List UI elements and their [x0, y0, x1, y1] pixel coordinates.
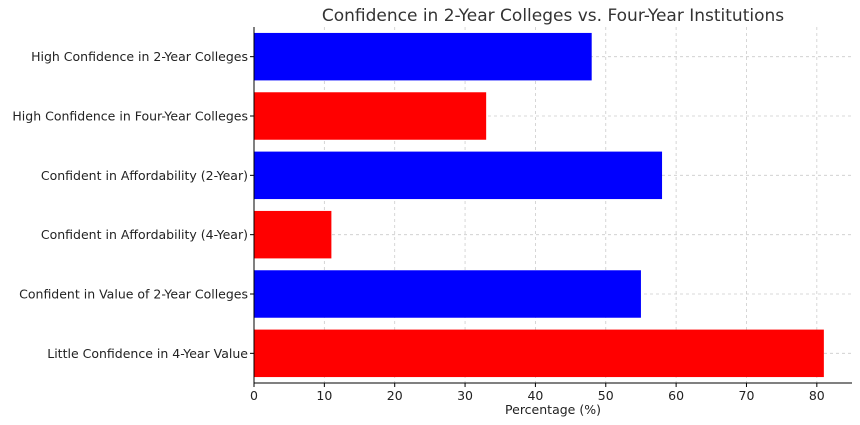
bar [254, 329, 824, 378]
x-tick-label: 50 [598, 388, 614, 403]
bar [254, 151, 663, 200]
x-tick-label: 80 [809, 388, 825, 403]
category-label: Confident in Affordability (4-Year) [41, 227, 248, 242]
category-label: High Confidence in Four-Year Colleges [12, 109, 248, 124]
category-label: Confident in Value of 2-Year Colleges [19, 287, 248, 302]
x-tick-label: 60 [668, 388, 684, 403]
category-label: Little Confidence in 4-Year Value [47, 346, 248, 361]
bar [254, 32, 592, 81]
x-tick-label: 40 [527, 388, 543, 403]
bars [254, 32, 824, 378]
x-ticks: 0 10 20 30 40 50 60 70 80 [250, 383, 825, 403]
x-tick-label: 20 [387, 388, 403, 403]
category-labels: High Confidence in 2-Year Colleges High C… [12, 49, 254, 361]
bar [254, 92, 487, 140]
x-tick-label: 70 [739, 388, 755, 403]
bar [254, 270, 641, 318]
category-label: High Confidence in 2-Year Colleges [31, 49, 248, 64]
grid-lines [253, 27, 852, 383]
x-tick-label: 10 [316, 388, 332, 403]
chart-title: Confidence in 2-Year Colleges vs. Four-Y… [322, 6, 784, 26]
x-tick-label: 0 [250, 388, 258, 403]
x-axis-label: Percentage (%) [505, 402, 601, 417]
bar [254, 210, 332, 259]
category-label: Confident in Affordability (2-Year) [41, 168, 248, 183]
x-tick-label: 30 [457, 388, 473, 403]
